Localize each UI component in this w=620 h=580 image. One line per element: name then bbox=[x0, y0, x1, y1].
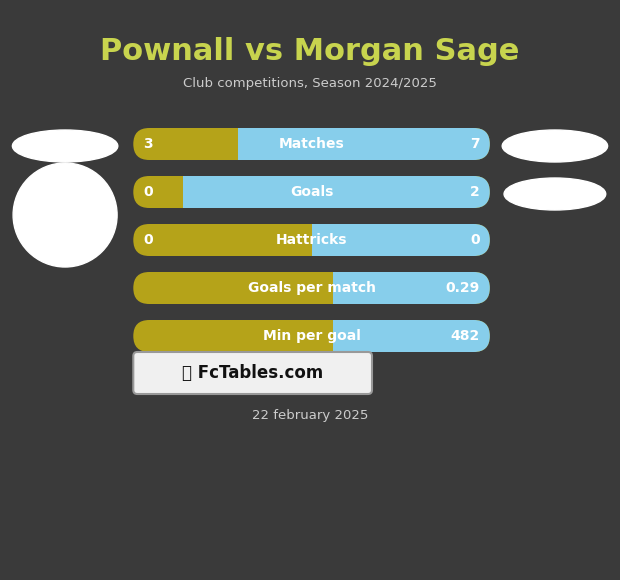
Ellipse shape bbox=[502, 130, 608, 162]
Bar bbox=[184, 176, 199, 208]
Text: Min per goal: Min per goal bbox=[263, 329, 360, 343]
Text: 0: 0 bbox=[143, 233, 153, 247]
Text: Hattricks: Hattricks bbox=[276, 233, 347, 247]
Text: Matches: Matches bbox=[278, 137, 345, 151]
Bar bbox=[333, 320, 349, 352]
Circle shape bbox=[13, 163, 117, 267]
FancyBboxPatch shape bbox=[333, 272, 490, 304]
FancyBboxPatch shape bbox=[133, 224, 490, 256]
Text: 0: 0 bbox=[470, 233, 480, 247]
FancyBboxPatch shape bbox=[333, 320, 490, 352]
Bar bbox=[333, 272, 349, 304]
Text: Goals per match: Goals per match bbox=[247, 281, 376, 295]
FancyBboxPatch shape bbox=[133, 272, 490, 304]
FancyBboxPatch shape bbox=[133, 352, 372, 394]
FancyBboxPatch shape bbox=[133, 128, 490, 160]
Text: 7: 7 bbox=[470, 137, 480, 151]
Text: 22 february 2025: 22 february 2025 bbox=[252, 408, 368, 422]
Text: 0: 0 bbox=[143, 185, 153, 199]
FancyBboxPatch shape bbox=[239, 128, 490, 160]
Text: 📊 FcTables.com: 📊 FcTables.com bbox=[182, 364, 323, 382]
Bar bbox=[239, 128, 254, 160]
Text: 2: 2 bbox=[470, 185, 480, 199]
FancyBboxPatch shape bbox=[133, 320, 490, 352]
FancyBboxPatch shape bbox=[312, 224, 490, 256]
Text: Pownall vs Morgan Sage: Pownall vs Morgan Sage bbox=[100, 38, 520, 67]
Text: 3: 3 bbox=[143, 137, 153, 151]
FancyBboxPatch shape bbox=[184, 176, 490, 208]
Text: 482: 482 bbox=[451, 329, 480, 343]
Text: Goals: Goals bbox=[290, 185, 333, 199]
Text: Club competitions, Season 2024/2025: Club competitions, Season 2024/2025 bbox=[183, 78, 437, 90]
Bar bbox=[312, 224, 327, 256]
Text: 0.29: 0.29 bbox=[446, 281, 480, 295]
Ellipse shape bbox=[12, 130, 118, 162]
FancyBboxPatch shape bbox=[133, 176, 490, 208]
Ellipse shape bbox=[504, 178, 606, 210]
